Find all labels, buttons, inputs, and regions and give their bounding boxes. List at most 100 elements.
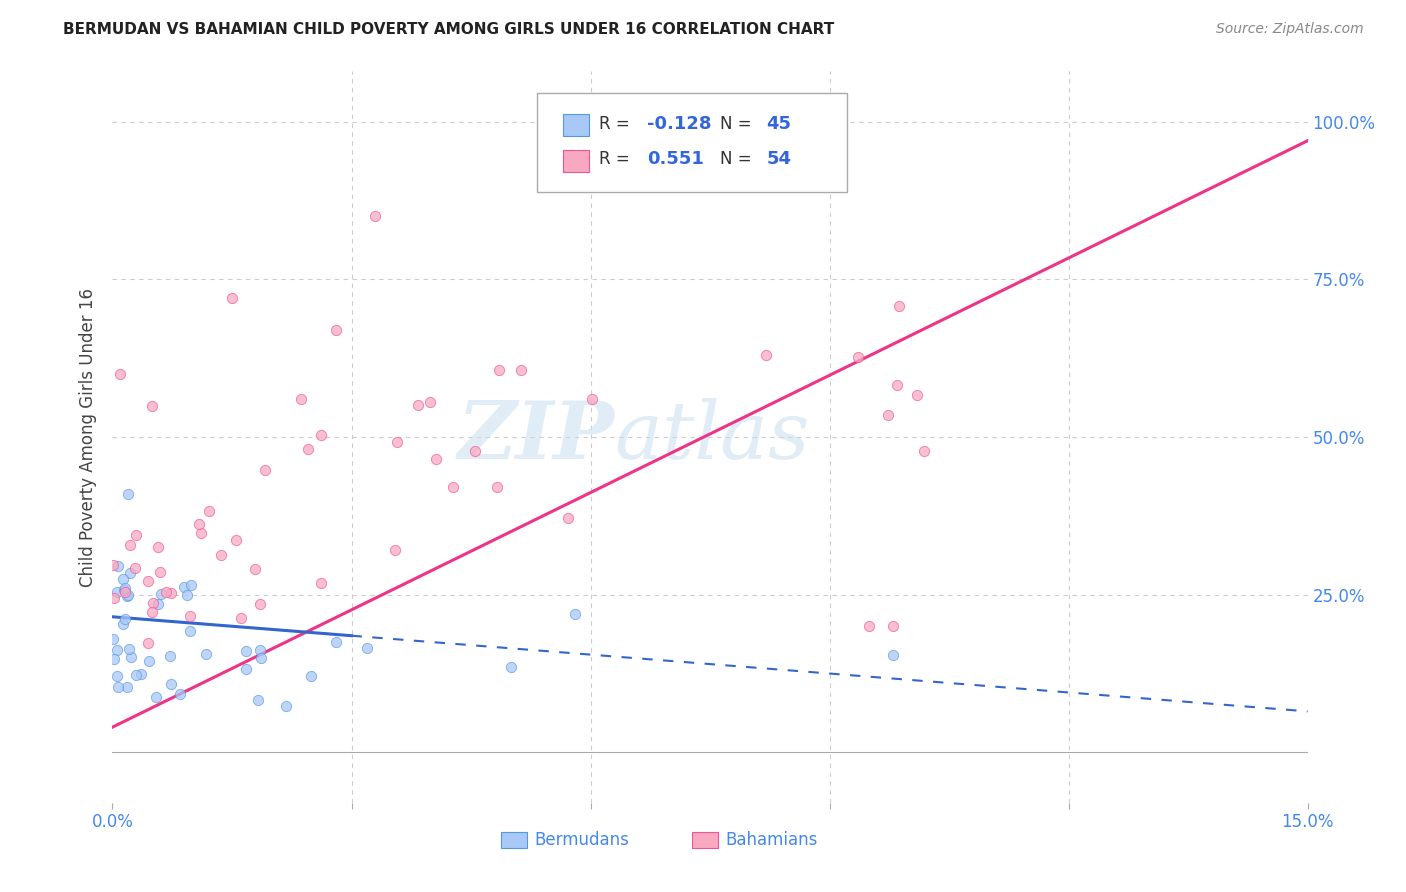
Point bbox=[243, 562, 266, 576]
Point bbox=[111, 616, 134, 631]
Point bbox=[235, 644, 257, 658]
Point bbox=[464, 444, 486, 458]
Point bbox=[179, 608, 201, 623]
Point bbox=[441, 480, 464, 494]
Point bbox=[149, 565, 172, 579]
Text: 0.551: 0.551 bbox=[647, 150, 703, 168]
Point bbox=[112, 582, 135, 597]
Point bbox=[105, 669, 128, 683]
Point bbox=[486, 480, 509, 494]
Text: -0.128: -0.128 bbox=[647, 115, 711, 133]
Point bbox=[755, 348, 778, 362]
Point bbox=[146, 540, 169, 554]
Text: Bermudans: Bermudans bbox=[534, 831, 630, 849]
Point bbox=[110, 367, 132, 381]
Point bbox=[120, 538, 142, 552]
Point bbox=[250, 650, 273, 665]
Point bbox=[221, 291, 243, 305]
Point bbox=[114, 581, 136, 595]
Point bbox=[103, 591, 125, 605]
Point bbox=[325, 323, 347, 337]
Point bbox=[136, 574, 159, 589]
Point bbox=[120, 650, 142, 665]
Text: R =: R = bbox=[599, 150, 640, 168]
Bar bbox=[692, 832, 718, 848]
Point bbox=[254, 463, 277, 477]
Point bbox=[225, 533, 247, 548]
Text: ZIP: ZIP bbox=[457, 399, 614, 475]
Point bbox=[129, 666, 152, 681]
Text: Bahamians: Bahamians bbox=[725, 831, 818, 849]
Point bbox=[169, 687, 191, 701]
Point bbox=[907, 388, 929, 402]
Point bbox=[117, 681, 139, 695]
Point bbox=[115, 590, 138, 604]
Point bbox=[299, 669, 322, 683]
Point bbox=[581, 392, 603, 406]
Point bbox=[124, 528, 146, 542]
Point bbox=[142, 596, 165, 610]
Point bbox=[249, 643, 271, 657]
Text: Source: ZipAtlas.com: Source: ZipAtlas.com bbox=[1216, 22, 1364, 37]
Point bbox=[887, 299, 910, 313]
Point bbox=[209, 548, 232, 562]
Point bbox=[311, 428, 333, 442]
Point bbox=[311, 575, 333, 590]
Bar bbox=[562, 151, 589, 172]
Point bbox=[290, 392, 312, 407]
Text: R =: R = bbox=[599, 115, 636, 133]
Point bbox=[235, 661, 257, 675]
Point bbox=[247, 692, 270, 706]
Text: 54: 54 bbox=[766, 150, 792, 168]
Point bbox=[159, 649, 181, 664]
Point bbox=[231, 610, 253, 624]
Point bbox=[105, 585, 128, 599]
Point bbox=[510, 363, 533, 377]
Point bbox=[197, 504, 219, 518]
Point bbox=[387, 434, 409, 449]
Point bbox=[325, 635, 347, 649]
Point bbox=[179, 624, 201, 638]
Point bbox=[419, 395, 441, 409]
Point bbox=[114, 612, 136, 626]
Point bbox=[141, 605, 163, 619]
Point bbox=[107, 680, 129, 694]
Point bbox=[564, 607, 586, 621]
Text: BERMUDAN VS BAHAMIAN CHILD POVERTY AMONG GIRLS UNDER 16 CORRELATION CHART: BERMUDAN VS BAHAMIAN CHILD POVERTY AMONG… bbox=[63, 22, 835, 37]
Point bbox=[364, 210, 387, 224]
Point bbox=[499, 660, 522, 674]
Point bbox=[107, 558, 129, 573]
Point bbox=[384, 543, 406, 558]
Point bbox=[190, 525, 212, 540]
Point bbox=[297, 442, 319, 456]
Point bbox=[188, 517, 211, 532]
Point bbox=[103, 632, 125, 646]
Point bbox=[117, 588, 139, 602]
Point bbox=[276, 699, 298, 714]
Point bbox=[103, 558, 125, 573]
Point bbox=[136, 636, 159, 650]
Point bbox=[138, 654, 160, 668]
Point bbox=[145, 690, 167, 704]
Point bbox=[557, 510, 579, 524]
Point bbox=[406, 398, 429, 412]
Point bbox=[846, 350, 869, 364]
Point bbox=[124, 561, 146, 575]
Point bbox=[356, 641, 378, 656]
Point bbox=[173, 580, 195, 594]
Point bbox=[425, 451, 447, 466]
Text: N =: N = bbox=[720, 150, 756, 168]
Point bbox=[176, 588, 198, 602]
Point bbox=[914, 443, 936, 458]
Point bbox=[105, 642, 128, 657]
Point bbox=[180, 577, 202, 591]
Point bbox=[195, 647, 218, 661]
Point bbox=[877, 409, 900, 423]
Text: 45: 45 bbox=[766, 115, 792, 133]
Point bbox=[117, 487, 139, 501]
Point bbox=[103, 652, 125, 666]
Point bbox=[249, 597, 271, 611]
Bar bbox=[501, 832, 527, 848]
Text: atlas: atlas bbox=[614, 399, 810, 475]
Point bbox=[886, 378, 908, 392]
